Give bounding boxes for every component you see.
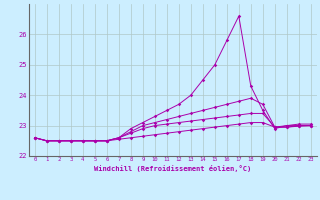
X-axis label: Windchill (Refroidissement éolien,°C): Windchill (Refroidissement éolien,°C) (94, 165, 252, 172)
